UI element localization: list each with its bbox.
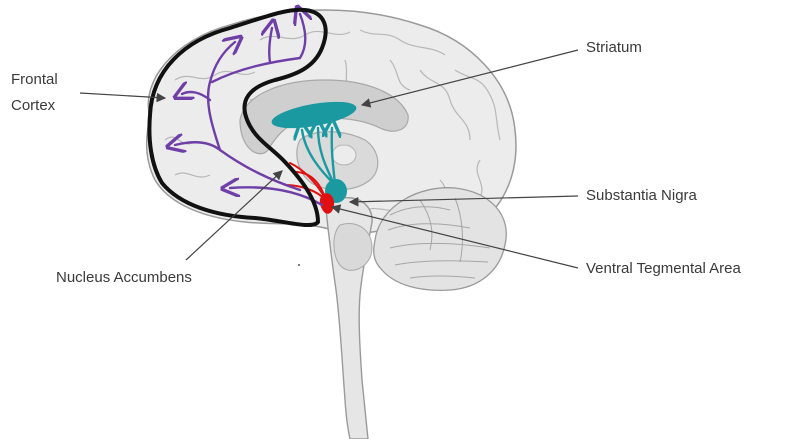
stray-dot: [298, 264, 300, 266]
nucleus-accumbens-leader: [185, 170, 283, 261]
outlined-frontal-region: [147, 7, 328, 227]
striatum-leader: [360, 49, 579, 108]
label-striatum: Striatum: [586, 39, 642, 56]
label-ventral-tegmental-area: Ventral Tegmental Area: [586, 260, 741, 277]
label-frontal-cortex-line2: Cortex: [11, 97, 56, 114]
leader-lines: [79, 49, 579, 269]
frontal-cortex-leader: [79, 92, 167, 103]
label-nucleus-accumbens: Nucleus Accumbens: [56, 269, 192, 286]
label-frontal-cortex-line1: Frontal: [11, 71, 58, 88]
label-substantia-nigra: Substantia Nigra: [586, 187, 697, 204]
pons: [333, 223, 373, 271]
cerebellum: [373, 187, 507, 291]
cerebellum-folia: [387, 197, 491, 279]
substantia-nigra-leader: [348, 195, 579, 207]
nigrostriatal-pathway: [302, 128, 335, 186]
vta-leader: [330, 204, 579, 269]
inner-nucleus: [331, 144, 357, 166]
